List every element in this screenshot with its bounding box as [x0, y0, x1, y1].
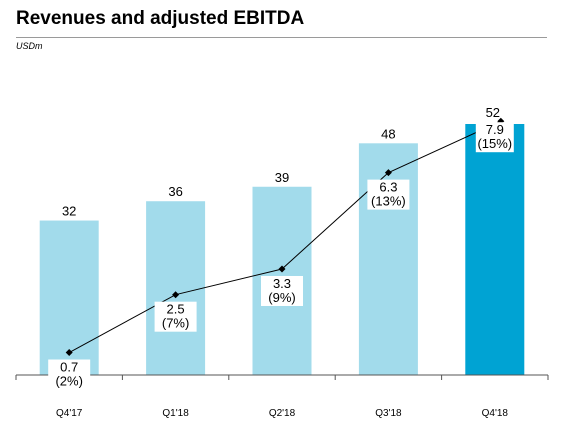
- revenue-value-label: 52: [486, 105, 500, 120]
- ebitda-label-background: [367, 179, 410, 210]
- category-tick-label: Q2'18: [269, 408, 296, 419]
- category-tick-label: Q4'17: [56, 408, 83, 419]
- ebitda-value-label: 7.9: [486, 122, 504, 137]
- revenue-bar: [146, 201, 206, 375]
- ebitda-point: [65, 349, 73, 357]
- ebitda-margin-label: (15%): [477, 136, 512, 151]
- ebitda-margin-label: (9%): [268, 290, 295, 305]
- revenue-value-label: 48: [381, 126, 395, 141]
- ebitda-point: [172, 291, 180, 299]
- category-tick-label: Q3'18: [375, 408, 402, 419]
- ebitda-value-label: 0.7: [60, 360, 78, 375]
- ebitda-label-background: [154, 301, 197, 332]
- revenue-value-label: 36: [168, 184, 182, 199]
- category-tick-label: Q1'18: [162, 408, 189, 419]
- title-divider: [16, 37, 547, 38]
- ebitda-value-label: 2.5: [167, 302, 185, 317]
- ebitda-label-background: [475, 122, 514, 153]
- chart-title: Revenues and adjusted EBITDA: [16, 8, 305, 29]
- unit-label: USDm: [16, 41, 43, 51]
- ebitda-label-background: [48, 359, 91, 390]
- revenue-value-label: 32: [62, 204, 76, 219]
- category-tick-label: Q4'18: [482, 408, 509, 419]
- ebitda-margin-label: (2%): [55, 374, 82, 389]
- ebitda-point: [278, 265, 286, 273]
- revenue-value-label: 39: [275, 170, 289, 185]
- ebitda-margin-label: (13%): [371, 194, 406, 209]
- revenue-bar: [358, 143, 418, 375]
- ebitda-point: [384, 169, 392, 177]
- revenue-bar: [465, 124, 525, 375]
- ebitda-margin-label: (7%): [162, 316, 189, 331]
- ebitda-value-label: 6.3: [379, 180, 397, 195]
- ebitda-value-label: 3.3: [273, 276, 291, 291]
- ebitda-label-background: [261, 275, 303, 306]
